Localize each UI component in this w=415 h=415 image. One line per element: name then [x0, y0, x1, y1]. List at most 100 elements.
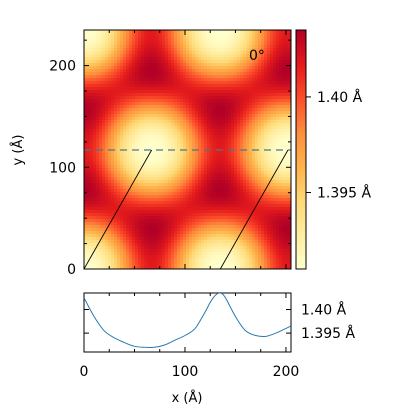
heatmap-cell [276, 66, 280, 70]
heatmap-cell [240, 111, 244, 115]
heatmap-cell [126, 198, 130, 202]
heatmap-cell [228, 39, 232, 43]
heatmap-cell [183, 72, 187, 76]
heatmap-cell [93, 117, 97, 121]
heatmap-cell [129, 42, 133, 46]
heatmap-cell [204, 90, 208, 94]
heatmap-cell [240, 87, 244, 91]
heatmap-cell [111, 54, 115, 58]
heatmap-cell [255, 144, 259, 148]
heatmap-cell [84, 135, 88, 139]
heatmap-cell [114, 192, 118, 196]
heatmap-cell [264, 144, 268, 148]
heatmap-cell [255, 63, 259, 67]
heatmap-cell [219, 72, 223, 76]
heatmap-cell [279, 243, 283, 247]
heatmap-cell [225, 123, 229, 127]
heatmap-cell [171, 168, 175, 172]
heatmap-cell [183, 210, 187, 214]
heatmap-cell [159, 189, 163, 193]
heatmap-cell [210, 180, 214, 184]
heatmap-cell [99, 240, 103, 244]
heatmap-cell [258, 54, 262, 58]
heatmap-cell [126, 141, 130, 145]
heatmap-cell [156, 39, 160, 43]
heatmap-cell [270, 162, 274, 166]
heatmap-cell [135, 96, 139, 100]
heatmap-cell [192, 237, 196, 241]
heatmap-cell [288, 144, 291, 148]
heatmap-cell [222, 69, 226, 73]
heatmap-cell [213, 30, 217, 34]
heatmap-cell [246, 240, 250, 244]
heatmap-cell [123, 30, 127, 34]
heatmap-cell [129, 174, 133, 178]
heatmap-cell [183, 180, 187, 184]
heatmap-cell [150, 207, 154, 211]
heatmap-cell [213, 114, 217, 118]
heatmap-cell [237, 36, 241, 40]
heatmap-cell [267, 135, 271, 139]
heatmap-cell [171, 138, 175, 142]
heatmap-cell [210, 126, 214, 130]
heatmap-cell [186, 234, 190, 238]
heatmap-cell [114, 141, 118, 145]
heatmap-cell [90, 207, 94, 211]
heatmap-cell [156, 54, 160, 58]
heatmap-cell [159, 93, 163, 97]
heatmap-cell [153, 36, 157, 40]
heatmap-cell [285, 153, 289, 157]
heatmap-cell [141, 45, 145, 49]
heatmap-cell [249, 60, 253, 64]
heatmap-cell [138, 210, 142, 214]
heatmap-cell [120, 153, 124, 157]
heatmap-cell [243, 72, 247, 76]
heatmap-cell [126, 168, 130, 172]
heatmap-cell [132, 66, 136, 70]
heatmap-cell [111, 156, 115, 160]
heatmap-cell [213, 156, 217, 160]
heatmap-cell [285, 78, 289, 82]
heatmap-cell [192, 105, 196, 109]
heatmap-cell [219, 228, 223, 232]
heatmap-cell [261, 201, 265, 205]
heatmap-cell [249, 192, 253, 196]
heatmap-cell [264, 168, 268, 172]
heatmap-cell [225, 114, 229, 118]
heatmap-cell [273, 75, 277, 79]
heatmap-cell [192, 171, 196, 175]
heatmap-cell [135, 45, 139, 49]
heatmap-cell [270, 69, 274, 73]
heatmap-cell [255, 156, 259, 160]
heatmap-cell [288, 183, 291, 187]
heatmap-cell [210, 138, 214, 142]
heatmap-cell [171, 198, 175, 202]
heatmap-cell [150, 237, 154, 241]
heatmap-cell [162, 90, 166, 94]
heatmap-cell [258, 183, 262, 187]
heatmap-cell [228, 84, 232, 88]
heatmap-cell [165, 183, 169, 187]
heatmap-cell [288, 72, 291, 76]
heatmap-cell [237, 72, 241, 76]
heatmap-cell [243, 39, 247, 43]
heatmap-cell [228, 117, 232, 121]
heatmap-cell [264, 72, 268, 76]
heatmap-cell [159, 174, 163, 178]
heatmap-cell [162, 72, 166, 76]
heatmap-cell [159, 204, 163, 208]
heatmap-cell [255, 33, 259, 37]
heatmap-cell [198, 222, 202, 226]
heatmap-cell [207, 180, 211, 184]
heatmap-cell [282, 57, 286, 61]
heatmap-cell [234, 102, 238, 106]
heatmap-cell [165, 186, 169, 190]
heatmap-cell [288, 132, 291, 136]
heatmap-cell [102, 246, 106, 250]
heatmap-cell [90, 114, 94, 118]
heatmap-cell [171, 111, 175, 115]
heatmap-cell [231, 141, 235, 145]
heatmap-cell [111, 93, 115, 97]
heatmap-cell [153, 108, 157, 112]
heatmap-cell [159, 165, 163, 169]
